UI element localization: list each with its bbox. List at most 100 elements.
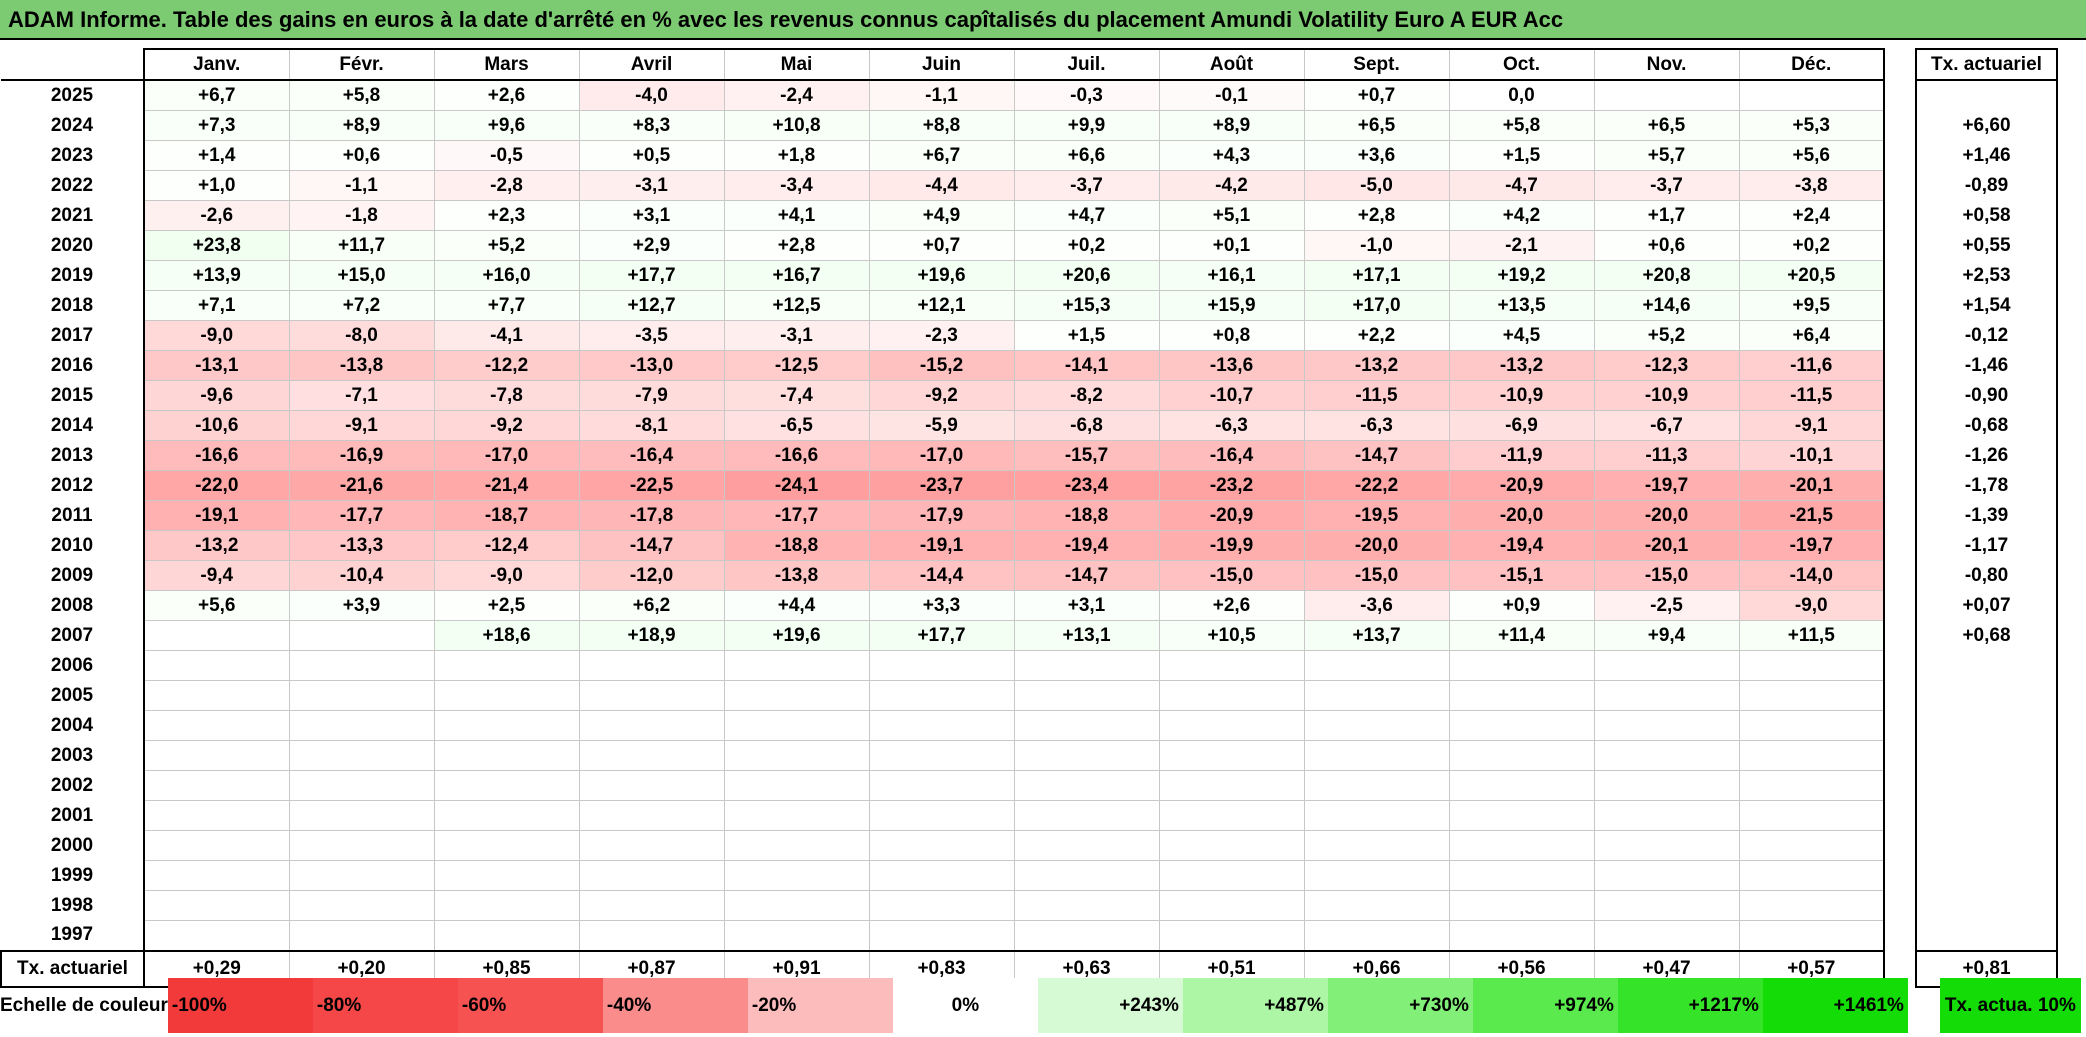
value-cell: -10,6 <box>143 410 290 441</box>
color-scale-step: +1217% <box>1617 978 1763 1033</box>
color-scale-step: -40% <box>602 978 748 1033</box>
value-cell <box>1158 770 1305 801</box>
value-cell: -6,5 <box>723 410 870 441</box>
value-cell <box>433 770 580 801</box>
value-cell: 0,0 <box>1448 79 1595 111</box>
value-cell: -3,1 <box>578 170 725 201</box>
value-cell: +5,6 <box>1738 140 1885 171</box>
value-cell <box>143 620 290 651</box>
rate-cell: +0,55 <box>1915 230 2058 261</box>
value-cell <box>1738 860 1885 891</box>
value-cell: -20,9 <box>1158 500 1305 531</box>
value-cell: +20,5 <box>1738 260 1885 291</box>
value-cell: +17,7 <box>578 260 725 291</box>
value-cell: +2,3 <box>433 200 580 231</box>
value-cell: -19,5 <box>1303 500 1450 531</box>
value-cell: -5,0 <box>1303 170 1450 201</box>
value-cell <box>868 710 1015 741</box>
column-gap <box>1884 920 1916 951</box>
table-row: 2008 +5,6 +3,9 +2,5 +6,2 +4,4 +3,3 +3,1 +2,6 -3,6… <box>1 590 2058 621</box>
year-label: 2005 <box>1 680 145 711</box>
color-scale-step: 0% <box>892 978 1038 1033</box>
value-cell: +19,6 <box>723 620 870 651</box>
month-header: Oct. <box>1448 48 1595 81</box>
value-cell: -9,6 <box>143 380 290 411</box>
value-cell <box>1158 680 1305 711</box>
value-cell: +2,6 <box>433 79 580 111</box>
column-gap <box>1884 620 1916 651</box>
value-cell <box>868 830 1015 861</box>
value-cell: -13,8 <box>288 350 435 381</box>
year-label: 2007 <box>1 620 145 651</box>
value-cell <box>1303 650 1450 681</box>
value-cell: -10,9 <box>1593 380 1740 411</box>
value-cell: +7,1 <box>143 290 290 321</box>
value-cell <box>1448 800 1595 831</box>
value-cell: -22,0 <box>143 470 290 501</box>
column-gap <box>1884 350 1916 381</box>
value-cell <box>578 860 725 891</box>
value-cell: -19,1 <box>868 530 1015 561</box>
value-cell: +9,4 <box>1593 620 1740 651</box>
rate-cell: +6,60 <box>1915 110 2058 141</box>
value-cell <box>1303 890 1450 921</box>
value-cell: +17,1 <box>1303 260 1450 291</box>
color-scale-label: Echelle de couleur <box>0 994 168 1016</box>
value-cell: -20,9 <box>1448 470 1595 501</box>
target-rate-swatch: Tx. actua. 10% <box>1939 978 2081 1033</box>
value-cell: +3,6 <box>1303 140 1450 171</box>
value-cell <box>433 920 580 952</box>
table-row: 2011 -19,1 -17,7 -18,7 -17,8 -17,7 -17,9 -18,8-… <box>1 500 2058 531</box>
value-cell: +6,5 <box>1303 110 1450 141</box>
value-cell: -9,0 <box>433 560 580 591</box>
value-cell: -14,0 <box>1738 560 1885 591</box>
color-scale-step: -80% <box>312 978 458 1033</box>
value-cell <box>578 770 725 801</box>
value-cell: -13,2 <box>1448 350 1595 381</box>
month-header: Juil. <box>1013 48 1160 81</box>
table-row: 2000 <box>1 830 2058 861</box>
value-cell <box>288 680 435 711</box>
table-row: 2021 -2,6 -1,8 +2,3 +3,1 +4,1 +4,9 +4,7 +5,1 +2,8… <box>1 200 2058 231</box>
value-cell: -9,1 <box>1738 410 1885 441</box>
column-gap <box>1884 890 1916 921</box>
value-cell <box>143 680 290 711</box>
value-cell <box>1303 830 1450 861</box>
value-cell: -13,8 <box>723 560 870 591</box>
column-gap <box>1884 560 1916 591</box>
column-gap <box>1884 230 1916 261</box>
value-cell <box>1593 680 1740 711</box>
returns-table: Janv. Févr. Mars Avril Mai Juin Juil. Ao… <box>0 48 2058 988</box>
value-cell: -12,3 <box>1593 350 1740 381</box>
value-cell: +0,5 <box>578 140 725 171</box>
value-cell <box>868 890 1015 921</box>
value-cell <box>723 890 870 921</box>
column-gap <box>1884 320 1916 351</box>
value-cell <box>1738 710 1885 741</box>
color-scale-step: -60% <box>457 978 603 1033</box>
value-cell: -10,7 <box>1158 380 1305 411</box>
value-cell: -23,4 <box>1013 470 1160 501</box>
value-cell: +2,8 <box>1303 200 1450 231</box>
value-cell <box>723 920 870 952</box>
value-cell <box>1303 770 1450 801</box>
value-cell <box>288 620 435 651</box>
value-cell <box>1738 79 1885 111</box>
year-label: 2023 <box>1 140 145 171</box>
rate-cell <box>1915 800 2058 831</box>
value-cell: +4,4 <box>723 590 870 621</box>
value-cell: -14,1 <box>1013 350 1160 381</box>
value-cell: -14,4 <box>868 560 1015 591</box>
value-cell: -18,8 <box>723 530 870 561</box>
value-cell: -10,1 <box>1738 440 1885 471</box>
value-cell <box>288 860 435 891</box>
table-row: 1998 <box>1 890 2058 921</box>
value-cell: -15,0 <box>1303 560 1450 591</box>
value-cell <box>868 740 1015 771</box>
rate-cell: -0,80 <box>1915 560 2058 591</box>
value-cell: -1,1 <box>288 170 435 201</box>
value-cell: -0,5 <box>433 140 580 171</box>
year-label: 2012 <box>1 470 145 501</box>
value-cell: +11,7 <box>288 230 435 261</box>
value-cell <box>1593 860 1740 891</box>
